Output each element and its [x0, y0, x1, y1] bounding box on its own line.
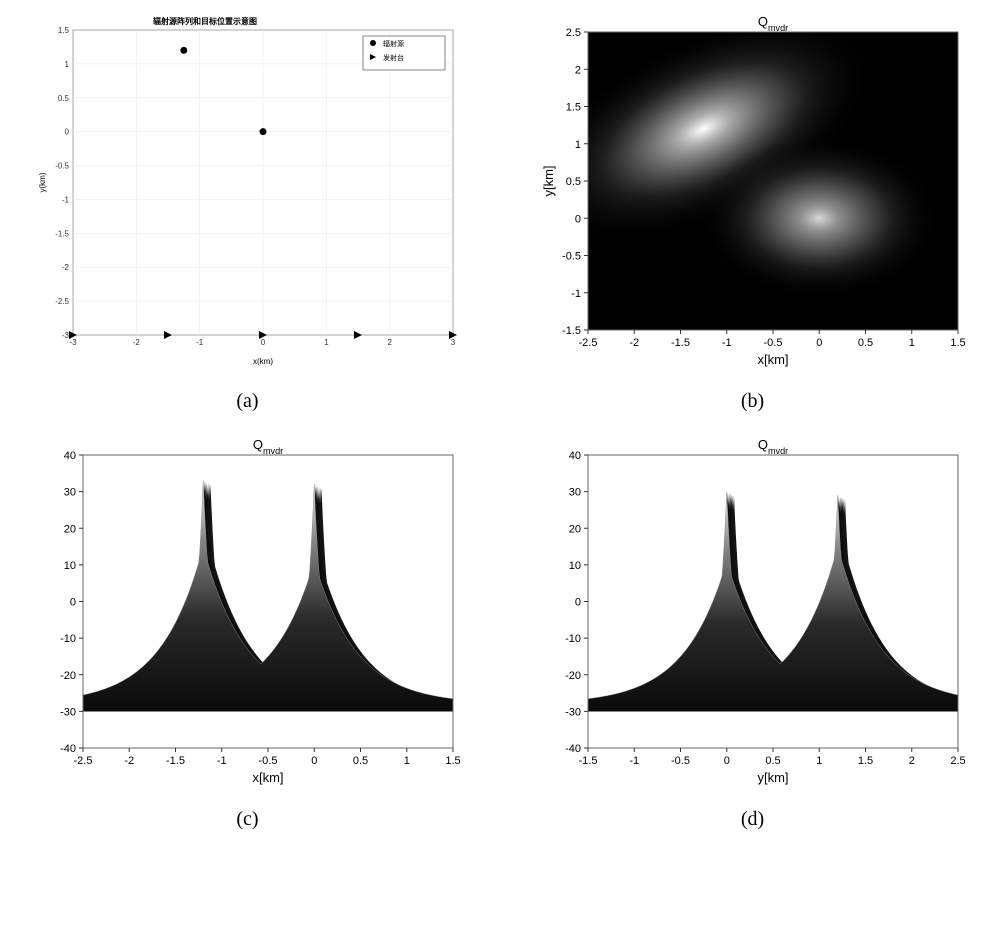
svg-text:-1: -1 [196, 338, 204, 347]
svg-text:-1.5: -1.5 [671, 337, 690, 349]
svg-text:2: 2 [387, 338, 392, 347]
svg-text:-2: -2 [132, 338, 140, 347]
svg-text:-2.5: -2.5 [55, 297, 69, 306]
svg-text:-2: -2 [124, 755, 134, 767]
svg-text:y(km): y(km) [38, 172, 47, 192]
svg-text:-40: -40 [60, 743, 76, 755]
plot-a: -3 -2 -1 0 1 2 3 -3 -2.5 -2 -1.5 -1 -0.5 0 0.5 1 1.5 辐射源阵… [33, 10, 463, 370]
svg-text:-2.5: -2.5 [73, 755, 92, 767]
svg-text:0: 0 [574, 213, 580, 225]
svg-text:-1.5: -1.5 [166, 755, 185, 767]
svg-text:-3: -3 [69, 338, 77, 347]
svg-text:0: 0 [311, 755, 317, 767]
svg-text:0: 0 [260, 338, 265, 347]
svg-text:Qmvdr: Qmvdr [757, 14, 787, 33]
svg-text:-30: -30 [60, 706, 76, 718]
svg-text:-1: -1 [721, 337, 731, 349]
svg-text:1.5: 1.5 [950, 337, 965, 349]
plot-b: -2.5 -2 -1.5 -1 -0.5 0 0.5 1 1.5 -1.5 -1 -0.5 0 0.5 1 1… [538, 10, 968, 370]
svg-text:y[km]: y[km] [541, 165, 556, 196]
panel-c: -2.5 -2 -1.5 -1 -0.5 0 0.5 1 1.5 -40 -30 -20 -10 0 10 2… [10, 433, 485, 831]
svg-text:30: 30 [63, 487, 75, 499]
svg-text:-1: -1 [629, 755, 639, 767]
svg-text:-1: -1 [216, 755, 226, 767]
svg-text:辐射源阵列和目标位置示意图: 辐射源阵列和目标位置示意图 [153, 16, 257, 26]
plot-d: -1.5 -1 -0.5 0 0.5 1 1.5 2 2.5 -40 -30 -20 -10 0 10 20 3… [538, 433, 968, 788]
svg-text:发射台: 发射台 [383, 53, 404, 62]
plot-c: -2.5 -2 -1.5 -1 -0.5 0 0.5 1 1.5 -40 -30 -20 -10 0 10 2… [33, 433, 463, 788]
svg-text:-2: -2 [629, 337, 639, 349]
svg-text:2.5: 2.5 [565, 27, 580, 39]
svg-text:1: 1 [403, 755, 409, 767]
svg-text:2: 2 [908, 755, 914, 767]
svg-text:-2: -2 [61, 263, 69, 272]
svg-text:2.5: 2.5 [950, 755, 965, 767]
svg-text:-20: -20 [565, 670, 581, 682]
svg-text:-0.5: -0.5 [763, 337, 782, 349]
svg-text:-1.5: -1.5 [55, 229, 69, 238]
caption-c: (c) [236, 808, 258, 831]
svg-text:x(km): x(km) [253, 357, 273, 366]
figure-grid: -3-2-10123-3-2.5-2-1.5-1-0.500.511.5辐射源阵… [10, 10, 990, 831]
svg-text:0: 0 [816, 337, 822, 349]
svg-text:0: 0 [574, 597, 580, 609]
svg-text:-40: -40 [565, 743, 581, 755]
svg-text:40: 40 [63, 450, 75, 462]
svg-text:40: 40 [568, 450, 580, 462]
svg-text:Qmvdr: Qmvdr [252, 437, 282, 456]
svg-text:30: 30 [568, 487, 580, 499]
svg-text:3: 3 [450, 338, 455, 347]
svg-text:1.5: 1.5 [445, 755, 460, 767]
svg-text:1.5: 1.5 [57, 26, 69, 35]
svg-text:0: 0 [69, 597, 75, 609]
panel-d: -1.5 -1 -0.5 0 0.5 1 1.5 2 2.5 -40 -30 -20 -10 0 10 20 3… [515, 433, 990, 831]
caption-d: (d) [741, 808, 764, 831]
svg-text:-30: -30 [565, 706, 581, 718]
svg-text:1: 1 [908, 337, 914, 349]
svg-text:辐射源: 辐射源 [383, 39, 404, 48]
svg-text:0.5: 0.5 [57, 94, 69, 103]
svg-text:0.5: 0.5 [565, 176, 580, 188]
svg-text:-1.5: -1.5 [562, 325, 581, 337]
svg-text:0.5: 0.5 [857, 337, 872, 349]
caption-a: (a) [236, 390, 258, 413]
svg-text:0: 0 [64, 128, 69, 137]
svg-text:-20: -20 [60, 670, 76, 682]
svg-text:x[km]: x[km] [252, 770, 283, 785]
svg-text:-1.5: -1.5 [578, 755, 597, 767]
svg-text:y[km]: y[km] [757, 770, 788, 785]
svg-text:-0.5: -0.5 [258, 755, 277, 767]
svg-text:1: 1 [816, 755, 822, 767]
svg-text:-1: -1 [571, 288, 581, 300]
svg-text:2: 2 [574, 64, 580, 76]
svg-text:x[km]: x[km] [757, 352, 788, 367]
svg-text:-10: -10 [60, 633, 76, 645]
svg-text:0.5: 0.5 [765, 755, 780, 767]
caption-b: (b) [741, 390, 764, 413]
svg-text:1: 1 [574, 139, 580, 151]
svg-text:10: 10 [568, 560, 580, 572]
svg-text:-0.5: -0.5 [671, 755, 690, 767]
svg-text:-2.5: -2.5 [578, 337, 597, 349]
panel-a: -3 -2 -1 0 1 2 3 -3 -2.5 -2 -1.5 -1 -0.5 0 0.5 1 1.5 辐射源阵… [10, 10, 485, 413]
svg-text:-0.5: -0.5 [55, 162, 69, 171]
svg-text:1.5: 1.5 [857, 755, 872, 767]
svg-text:10: 10 [63, 560, 75, 572]
svg-text:1: 1 [324, 338, 329, 347]
svg-text:-1: -1 [61, 195, 69, 204]
svg-text:Qmvdr: Qmvdr [757, 437, 787, 456]
svg-text:0.5: 0.5 [352, 755, 367, 767]
svg-text:1.5: 1.5 [565, 102, 580, 114]
svg-text:20: 20 [568, 523, 580, 535]
svg-text:-10: -10 [565, 633, 581, 645]
svg-text:-3: -3 [61, 331, 69, 340]
svg-text:-0.5: -0.5 [562, 251, 581, 263]
panel-b: -2.5 -2 -1.5 -1 -0.5 0 0.5 1 1.5 -1.5 -1 -0.5 0 0.5 1 1… [515, 10, 990, 413]
svg-text:0: 0 [723, 755, 729, 767]
svg-text:1: 1 [64, 60, 69, 69]
svg-text:20: 20 [63, 523, 75, 535]
